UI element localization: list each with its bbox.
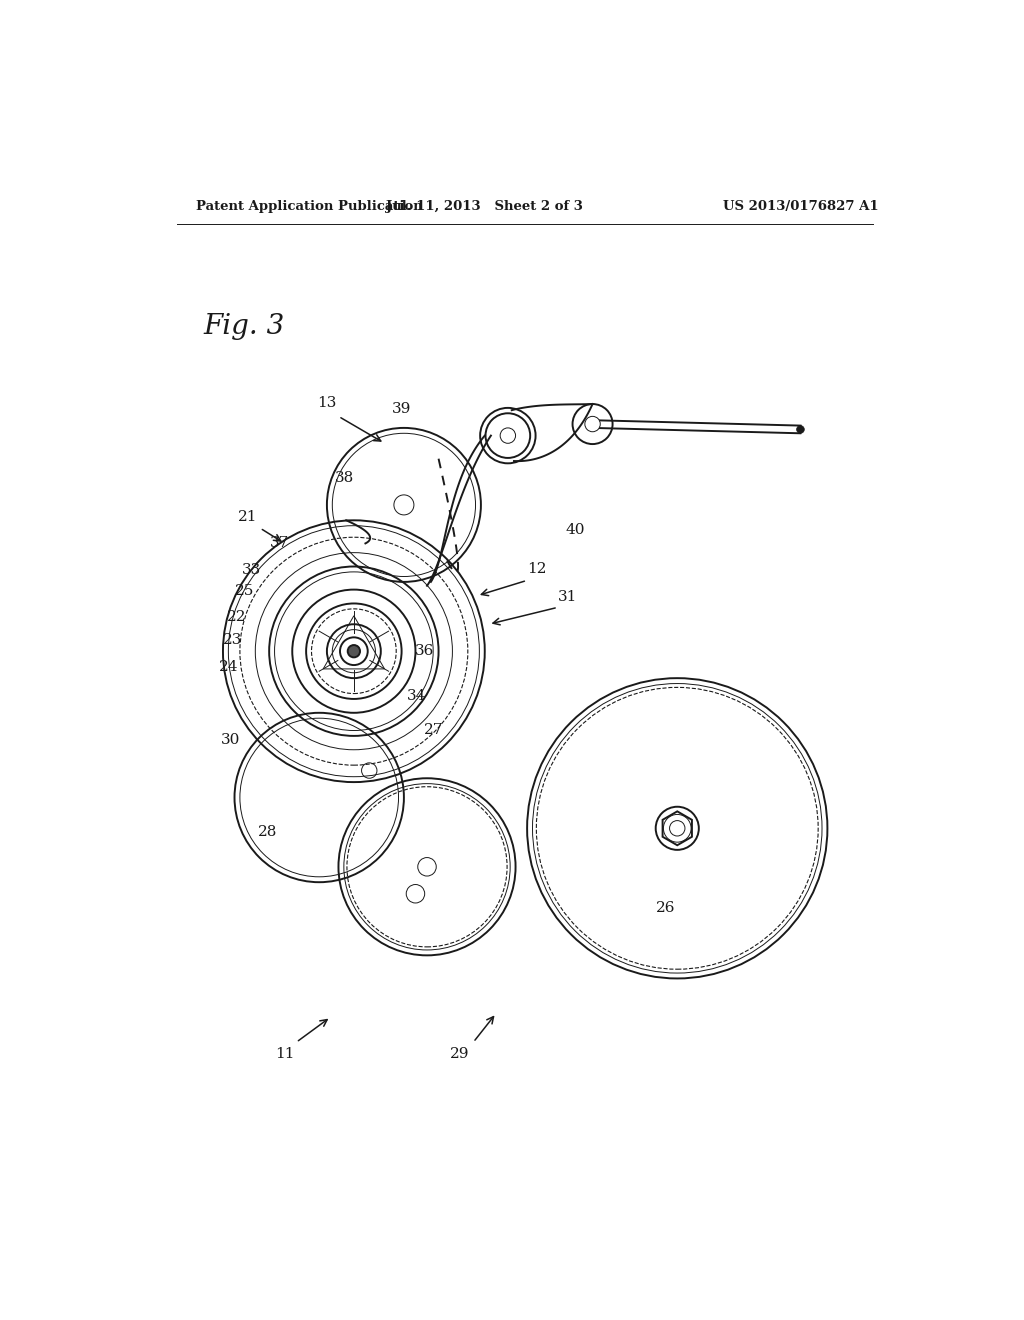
Text: US 2013/0176827 A1: US 2013/0176827 A1 bbox=[723, 199, 879, 213]
Circle shape bbox=[394, 495, 414, 515]
Circle shape bbox=[418, 858, 436, 876]
Circle shape bbox=[670, 821, 685, 836]
Circle shape bbox=[340, 638, 368, 665]
Text: 31: 31 bbox=[558, 590, 578, 603]
Text: Fig. 3: Fig. 3 bbox=[204, 313, 285, 339]
Circle shape bbox=[500, 428, 515, 444]
Text: 36: 36 bbox=[415, 644, 434, 659]
Text: 23: 23 bbox=[222, 632, 242, 647]
Text: 38: 38 bbox=[335, 471, 354, 484]
Text: Patent Application Publication: Patent Application Publication bbox=[196, 199, 423, 213]
Text: 22: 22 bbox=[227, 610, 247, 623]
Circle shape bbox=[348, 645, 360, 657]
Text: 25: 25 bbox=[234, 585, 254, 598]
Text: 12: 12 bbox=[527, 562, 547, 576]
Text: 24: 24 bbox=[218, 660, 239, 673]
Circle shape bbox=[585, 416, 600, 432]
Circle shape bbox=[797, 425, 804, 433]
Text: 21: 21 bbox=[238, 511, 257, 524]
Text: 40: 40 bbox=[566, 523, 586, 536]
Text: 27: 27 bbox=[424, 723, 442, 737]
Text: 28: 28 bbox=[258, 825, 278, 840]
Text: 13: 13 bbox=[317, 396, 337, 411]
Text: 34: 34 bbox=[408, 689, 427, 702]
Text: 30: 30 bbox=[221, 733, 241, 747]
Text: 37: 37 bbox=[270, 536, 290, 550]
Text: Jul. 11, 2013   Sheet 2 of 3: Jul. 11, 2013 Sheet 2 of 3 bbox=[386, 199, 584, 213]
Text: 29: 29 bbox=[451, 1047, 470, 1061]
Text: 26: 26 bbox=[656, 900, 676, 915]
Text: 39: 39 bbox=[392, 401, 412, 416]
Text: 33: 33 bbox=[242, 564, 261, 577]
Text: 11: 11 bbox=[274, 1047, 294, 1061]
